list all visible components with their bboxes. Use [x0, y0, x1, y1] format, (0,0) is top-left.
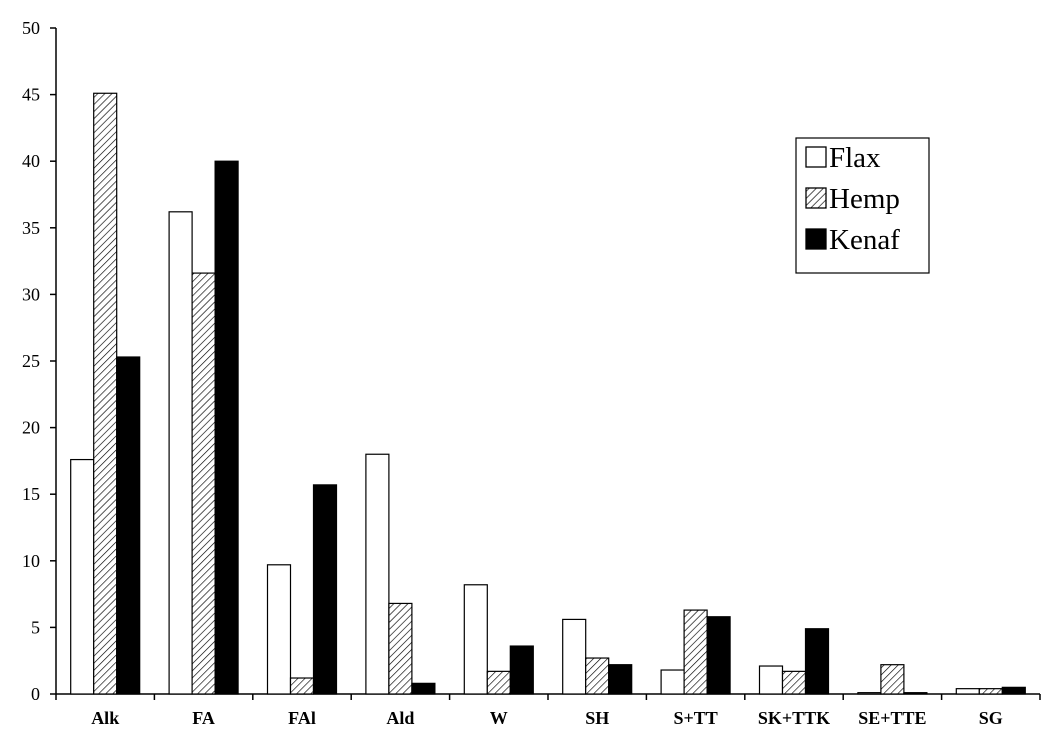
- x-category-label: S+TT: [673, 708, 717, 728]
- bar-hemp: [683, 609, 708, 695]
- y-tick-label: 15: [22, 484, 40, 504]
- bar-flax: [562, 618, 587, 695]
- y-tick-label: 20: [22, 418, 40, 438]
- x-category-label: W: [490, 708, 508, 728]
- x-category-label: FAl: [288, 708, 316, 728]
- bar-flax: [266, 564, 292, 695]
- bar-hemp: [388, 602, 413, 695]
- bar-hemp: [486, 670, 511, 695]
- bar-flax: [955, 688, 980, 695]
- legend: Flax Hemp Kenaf: [795, 137, 930, 274]
- bar-kenaf: [411, 682, 436, 695]
- legend-swatch-flax: [805, 146, 827, 168]
- bar-kenaf: [509, 645, 534, 695]
- legend-label: Flax: [829, 142, 881, 174]
- bar-flax: [463, 584, 488, 695]
- bar-hemp: [585, 657, 610, 695]
- bars: [70, 92, 1026, 695]
- bar-kenaf: [1001, 686, 1026, 695]
- x-category-label: SE+TTE: [858, 708, 926, 728]
- bar-kenaf: [116, 356, 141, 695]
- x-category-label: Alk: [91, 708, 119, 728]
- y-tick-label: 45: [22, 85, 40, 105]
- legend-label: Hemp: [829, 183, 900, 215]
- x-category-label: SH: [585, 708, 609, 728]
- y-tick-label: 25: [22, 351, 40, 371]
- y-tick-label: 10: [22, 551, 40, 571]
- x-category-label: Ald: [386, 708, 414, 728]
- bar-kenaf: [903, 692, 928, 695]
- bar-flax: [168, 211, 193, 695]
- legend-swatch-hemp: [805, 187, 827, 209]
- y-tick-label: 50: [22, 18, 40, 38]
- bar-hemp: [781, 670, 807, 695]
- y-tick-label: 5: [31, 617, 40, 637]
- x-category-label: FA: [192, 708, 215, 728]
- bar-flax: [660, 669, 685, 695]
- bar-hemp: [93, 92, 118, 695]
- bar-kenaf: [312, 484, 338, 695]
- bar-kenaf: [706, 616, 731, 695]
- bar-flax: [70, 458, 95, 695]
- bar-hemp: [191, 272, 216, 695]
- x-category-label: SK+TTK: [758, 708, 830, 728]
- bar-hemp: [978, 688, 1003, 695]
- bar-kenaf: [214, 160, 239, 695]
- bar-hemp: [289, 677, 315, 695]
- y-tick-label: 30: [22, 284, 40, 304]
- legend-swatch-kenaf: [805, 228, 827, 250]
- bar-kenaf: [804, 628, 830, 695]
- y-tick-label: 0: [31, 684, 40, 704]
- bar-flax: [758, 665, 784, 695]
- bar-hemp: [880, 664, 905, 695]
- y-tick-label: 35: [22, 218, 40, 238]
- axes: 0 5 10 15 20 25 30 35 40 45 50 Alk FA FAl Ald W SH S+TT SK…: [22, 18, 1041, 728]
- y-tick-label: 40: [22, 151, 40, 171]
- x-category-label: SG: [979, 708, 1003, 728]
- bar-kenaf: [608, 664, 633, 695]
- legend-box: [795, 137, 930, 274]
- legend-label: Kenaf: [829, 224, 900, 256]
- bar-flax: [857, 692, 882, 695]
- bar-flax: [365, 453, 390, 695]
